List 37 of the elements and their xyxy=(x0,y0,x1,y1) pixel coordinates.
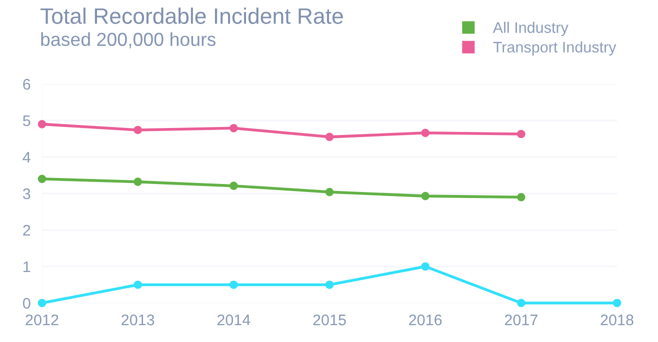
point xyxy=(230,124,238,132)
x-tick-label: 2017 xyxy=(504,314,538,326)
point xyxy=(421,262,430,271)
y-tick-label: 1 xyxy=(24,262,30,272)
y-tick-label: 4 xyxy=(22,152,30,163)
chart-title: Total Recordable Incident Rate xyxy=(40,8,343,24)
point xyxy=(325,188,334,196)
point xyxy=(38,174,46,184)
point xyxy=(325,280,334,289)
y-tick-label: 3 xyxy=(22,188,30,200)
point xyxy=(230,182,238,190)
y-tick-label: 5 xyxy=(23,116,30,126)
x-tick-label: 2016 xyxy=(409,314,442,326)
point xyxy=(421,192,430,200)
point xyxy=(38,298,46,308)
legend-label: Transport Industry xyxy=(493,41,616,56)
x-tick-label: 2013 xyxy=(122,314,154,326)
point xyxy=(517,192,526,202)
point xyxy=(325,132,334,142)
x-tick-label: 2014 xyxy=(217,314,250,326)
chart-subtitle: based 200,000 hours xyxy=(41,32,216,48)
point xyxy=(612,298,622,308)
point xyxy=(134,178,142,186)
point xyxy=(134,280,142,289)
point xyxy=(517,130,526,138)
x-tick-label: 2012 xyxy=(26,314,58,326)
point xyxy=(421,128,430,138)
x-tick-label: 2015 xyxy=(313,314,346,326)
y-tick-label: 2 xyxy=(23,224,30,236)
point xyxy=(38,120,46,128)
y-tick-label: 6 xyxy=(23,78,30,90)
x-tick-label: 2018 xyxy=(600,314,634,326)
point xyxy=(230,280,238,289)
y-tick-label: 0 xyxy=(22,298,30,309)
legend-label: All Industry xyxy=(492,22,568,36)
point xyxy=(134,126,142,134)
point xyxy=(517,298,526,308)
